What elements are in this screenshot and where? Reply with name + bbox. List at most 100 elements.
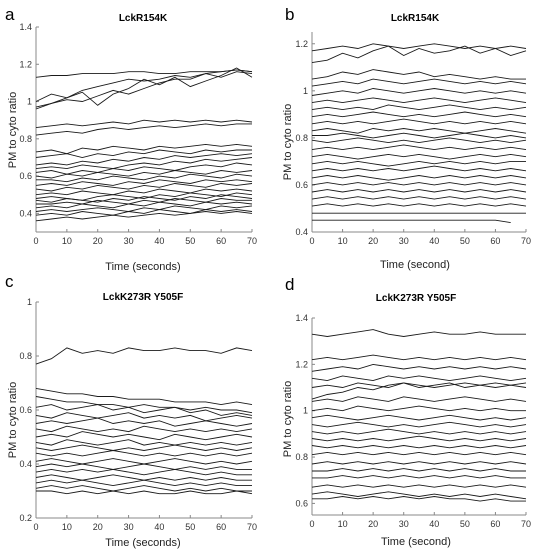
panel-a-series-line-7 [35, 143, 253, 155]
panel-d-y-tick-label: 1.4 [295, 313, 308, 323]
panel-b-series-line-23 [312, 219, 511, 224]
panel-b: b LckR154K Time (second) PM to cyto rati… [282, 5, 531, 271]
panel-a-series-line-12 [35, 170, 253, 179]
panel-c-x-tick-label: 60 [216, 522, 226, 532]
panel-a-series-line-20 [35, 201, 253, 209]
panel-a-series-line-10 [35, 157, 253, 170]
panel-c-xlabel: Time (seconds) [105, 537, 180, 549]
panel-b-series-line-14 [311, 153, 527, 160]
panel-a-x-tick-label: 20 [93, 236, 103, 246]
panel-c-x-tick-label: 40 [154, 522, 164, 532]
panel-d-series-line-5 [311, 382, 527, 388]
panel-d-series-line-3 [311, 363, 527, 372]
panel-b-series-line-13 [311, 144, 527, 151]
panel-b-series-line-12 [311, 137, 527, 144]
panel-c-series-line-8 [35, 431, 253, 441]
panel-c-series-line-18 [36, 490, 253, 495]
panel-c-series-line-7 [35, 425, 253, 433]
panel-d-series-line-7 [311, 396, 527, 402]
panel-d-title: LckK273R Y505F [376, 293, 456, 304]
panel-c-series-line-3 [35, 396, 253, 414]
panel-c-series-line-4 [35, 404, 253, 416]
panel-a-y-tick-label: 0.6 [19, 171, 32, 181]
panel-b-y-tick-label: 0.4 [295, 227, 308, 237]
panel-a-series-line-22 [35, 209, 253, 216]
panel-a-x-tick-label: 0 [33, 236, 38, 246]
panel-a-series-line-5 [35, 119, 253, 129]
panel-d-series-line-4 [311, 375, 527, 382]
panel-b-series-line-7 [311, 104, 527, 111]
panel-d-series-line-8 [311, 405, 526, 412]
panel-b-y-tick-label: 0.8 [295, 133, 308, 143]
panel-letter-d: d [285, 275, 294, 294]
panel-a-series-line-16 [35, 188, 253, 196]
panel-a-x-tick-label: 70 [247, 236, 257, 246]
panel-a-series-line-13 [36, 173, 253, 183]
panel-b-x-tick-label: 40 [429, 236, 439, 246]
panel-a-series-line-8 [35, 149, 252, 158]
panel-b-x-tick-label: 60 [490, 236, 500, 246]
panel-a-y-tick-label: 1 [27, 97, 32, 107]
panel-c-title: LckK273R Y505F [103, 292, 183, 303]
panel-b-x-tick-label: 10 [338, 236, 348, 246]
panel-b-series-line-19 [311, 189, 527, 193]
panel-c-series-line-9 [35, 439, 253, 446]
panel-c-series-line-2 [35, 387, 253, 406]
panel-a-ylabel: PM to cyto ratio [7, 92, 19, 168]
panel-d-x-tick-label: 40 [429, 519, 439, 529]
panel-a-series-line-14 [35, 179, 253, 186]
panel-b-xlabel: Time (second) [380, 259, 450, 271]
panel-d-series-line-10 [311, 421, 527, 428]
panel-c-x-tick-label: 0 [33, 522, 38, 532]
panel-letter-b: b [285, 5, 294, 24]
panel-c-y-tick-label: 0.2 [19, 513, 32, 523]
panel-d-series-line-1 [311, 329, 526, 337]
panel-d-series-line-2 [311, 354, 527, 361]
panel-d-series-line-19 [311, 491, 527, 500]
panel-b-plot-area: 0 10 20 30 40 50 60 70 0.4 0.6 0.8 1 1.2 [295, 32, 531, 246]
panel-c-series-line-1 [35, 347, 253, 365]
panel-c-y-tick-label: 0.4 [19, 459, 32, 469]
panel-b-y-tick-label: 1.2 [295, 39, 308, 49]
panel-c-x-tick-label: 30 [124, 522, 134, 532]
panel-d-ylabel: PM to cyto ratio [282, 381, 294, 457]
panel-a-x-tick-label: 50 [185, 236, 195, 246]
panel-d-series-line-13 [311, 445, 527, 449]
panel-d-series-line-11 [311, 428, 527, 435]
panel-b-series-line-5 [311, 88, 527, 96]
panel-d-x-tick-label: 50 [460, 519, 470, 529]
panel-a-x-tick-label: 10 [62, 236, 72, 246]
panel-c-series-line-10 [35, 444, 253, 451]
panel-letter-a: a [5, 5, 15, 24]
panel-b-x-tick-label: 70 [521, 236, 531, 246]
panel-d: d LckK273R Y505F Time (second) PM to cyt… [282, 275, 531, 548]
panel-a-x-tick-label: 60 [216, 236, 226, 246]
panel-c-x-tick-label: 20 [93, 522, 103, 532]
panel-c-y-tick-label: 0.8 [19, 351, 32, 361]
panel-b-series-line-16 [311, 165, 527, 172]
panel-d-y-tick-label: 1.2 [295, 359, 308, 369]
panel-a-series-line-1 [35, 69, 253, 78]
panel-c-series-line-6 [35, 417, 253, 427]
panel-b-series-line-8 [311, 111, 527, 118]
panel-d-series-line-9 [311, 414, 527, 421]
panel-c-plot-area: 0 10 20 30 40 50 60 70 0.2 0.4 0.6 0.8 1 [19, 297, 257, 532]
panel-b-y-tick-label: 0.6 [295, 180, 308, 190]
panel-a-series-line-4 [35, 71, 253, 110]
panel-c-series-line-16 [35, 479, 252, 487]
panel-a-series-line-6 [35, 123, 252, 136]
panel-b-title: LckR154K [391, 13, 440, 24]
panel-c-series-line-17 [35, 485, 252, 492]
panel-letter-c: c [5, 272, 14, 291]
panel-d-series-line-17 [312, 475, 526, 479]
panel-d-y-tick-label: 0.8 [295, 452, 308, 462]
panel-d-xlabel: Time (second) [381, 536, 451, 548]
panel-c-x-tick-label: 10 [62, 522, 72, 532]
panel-b-ylabel: PM to cyto ratio [282, 104, 294, 180]
panel-b-series-line-4 [311, 78, 527, 87]
panel-a-y-tick-label: 1.2 [19, 59, 32, 69]
panel-b-y-tick-label: 1 [303, 86, 308, 96]
panel-d-series-line-18 [311, 484, 527, 488]
panel-d-x-tick-label: 20 [368, 519, 378, 529]
